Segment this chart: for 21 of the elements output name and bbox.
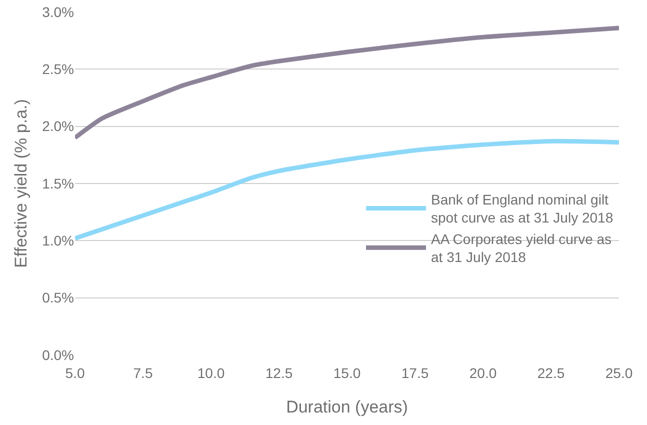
x-tick-label: 17.5	[401, 365, 429, 381]
y-tick-label: 0.0%	[42, 346, 74, 363]
x-tick-label: 15.0	[333, 365, 361, 381]
x-axis-title: Duration (years)	[286, 397, 408, 416]
x-tick-label: 5.0	[65, 365, 85, 381]
x-tick-label: 25.0	[605, 365, 633, 381]
y-tick-label: 1.5%	[42, 175, 74, 192]
x-tick-label: 7.5	[133, 365, 153, 381]
y-tick-label: 3.0%	[42, 4, 74, 20]
legend-label: Bank of England nominal gilt spot curve as at 31 July 2018	[431, 192, 614, 226]
x-tick-label: 22.5	[537, 365, 565, 381]
y-tick-label: 1.0%	[42, 232, 74, 249]
x-tick-label: 20.0	[469, 365, 497, 381]
y-tick-label: 2.0%	[42, 118, 74, 134]
x-tick-label: 12.5	[265, 365, 293, 381]
x-tick-label: 10.0	[197, 365, 225, 381]
y-tick-label: 2.5%	[42, 61, 74, 78]
y-axis-title: Effective yield (% p.a.)	[12, 99, 31, 268]
line-series	[75, 26, 619, 140]
legend-label: AA Corporates yield curve as at 31 July 2018	[431, 230, 612, 266]
y-tick-label: 0.5%	[42, 290, 74, 306]
